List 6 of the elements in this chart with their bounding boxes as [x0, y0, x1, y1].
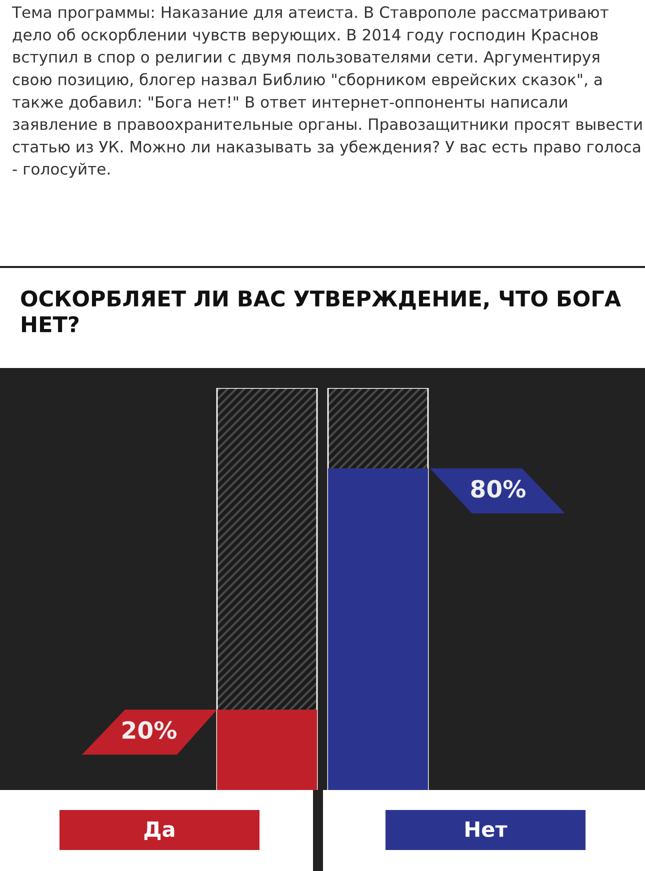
data-label: 20% — [122, 721, 177, 739]
text: Тема программы: Наказание для атеиста. В Ставрополе рассматривают дело об оскорблении чувств верующих. В 2014 году господин Краснов вступил в спор о религии с двумя пользователями сети. Аргументируя свою позицию, блогер назвал Библию "сборником еврейских сказок", а также добавил: "Бога нет!" В ответ интернет-оппоненты написали заявление в правоохранительные органы. Правозащитники просят вывести статью из УК. Можно ли наказывать за убеждения? У вас есть право голоса - голосуйте. — [12, 6, 642, 178]
chart-title: ОСКОРБЛЯЕТ ЛИ ВАС УТВЕРЖДЕНИЕ, ЧТО БОГА НЕТ? — [21, 290, 621, 332]
x-tick-label: Да — [144, 822, 174, 840]
x-tick-label: Нет — [466, 822, 508, 838]
data-label: 80% — [471, 480, 526, 498]
